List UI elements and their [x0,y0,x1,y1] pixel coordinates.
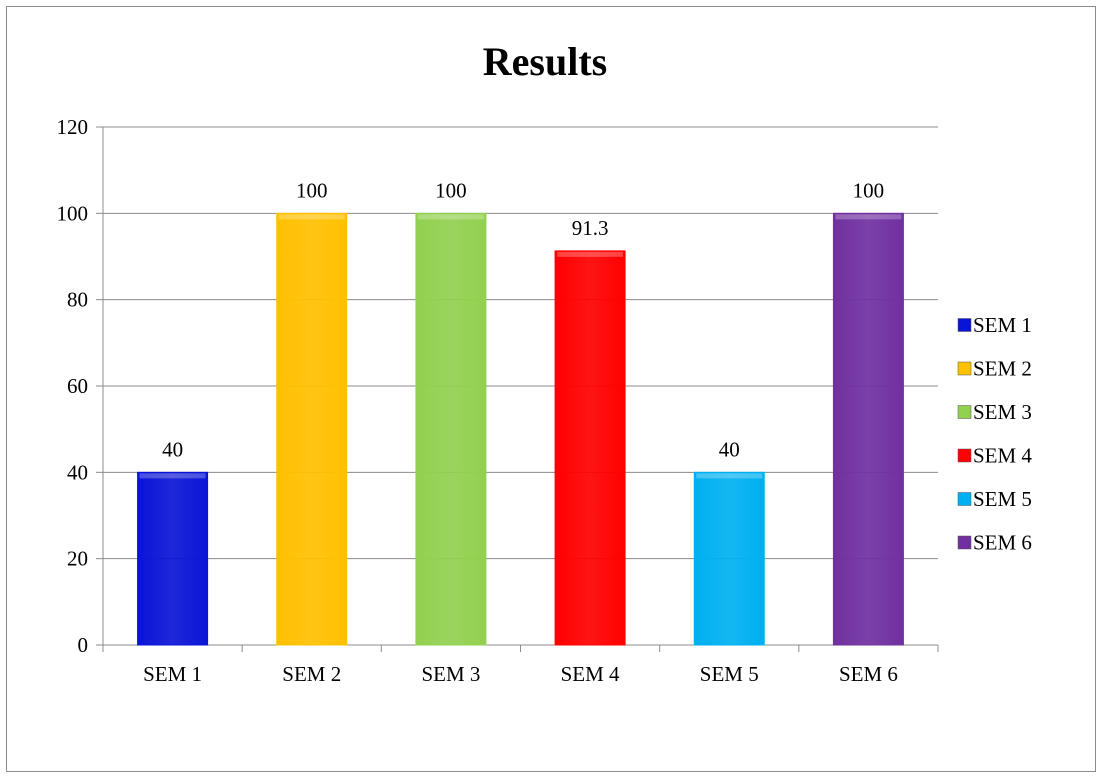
legend-label: SEM 2 [973,357,1032,381]
bar-highlight [557,251,624,257]
legend-label: SEM 3 [973,400,1032,424]
axes: 0 20 40 60 80 100 120 SEM 1 SEM 2 SEM 3 SEM 4 SEM 5… [57,115,939,686]
legend-label: SEM 1 [973,313,1032,337]
x-tick-label: SEM 1 [143,662,202,686]
legend-label: SEM 4 [973,444,1032,468]
bar-sem-3 [415,212,487,646]
bar-sem-2 [276,212,348,646]
legend-swatch [957,448,972,463]
legend-label: SEM 6 [973,531,1032,555]
legend-swatch [957,318,972,332]
bar-highlight [696,473,763,479]
data-label: 100 [296,178,328,202]
y-tick-label: 20 [67,547,88,571]
data-label: 40 [162,437,183,461]
y-tick-label: 80 [67,288,88,312]
legend-swatch [957,361,972,376]
gridlines [103,126,938,646]
data-label: 100 [435,178,467,202]
bar-highlight [278,214,345,220]
legend: SEM 1 SEM 2 SEM 3 SEM 4 SEM 5 SEM 6 [957,313,1032,555]
bar-sem-1 [137,471,209,646]
x-tick-label: SEM 6 [839,662,898,686]
y-tick-label: 60 [67,374,88,398]
bars [137,212,904,646]
data-label: 91.3 [572,216,609,240]
bar-sem-5 [693,471,765,646]
x-tick-label: SEM 2 [282,662,341,686]
x-tick-label: SEM 5 [700,662,759,686]
legend-swatch [957,405,972,419]
bar-highlight [417,214,484,220]
bar-sem-6 [832,212,904,646]
bar-sem-4 [554,250,626,646]
data-labels: 40 100 100 91.3 40 100 [162,178,884,461]
y-tick-label: 100 [57,201,89,225]
y-tick-label: 40 [67,460,88,484]
x-tick-label: SEM 3 [421,662,480,686]
bar-highlight [835,214,902,220]
chart-title: Results [483,39,607,84]
x-tick-label: SEM 4 [561,662,620,686]
legend-label: SEM 5 [973,487,1032,511]
data-label: 40 [719,437,740,461]
bar-highlight [139,473,206,479]
data-label: 100 [853,178,885,202]
legend-swatch [957,492,972,506]
y-tick-label: 0 [78,633,89,657]
y-tick-label: 120 [57,115,89,139]
legend-swatch [957,535,972,550]
